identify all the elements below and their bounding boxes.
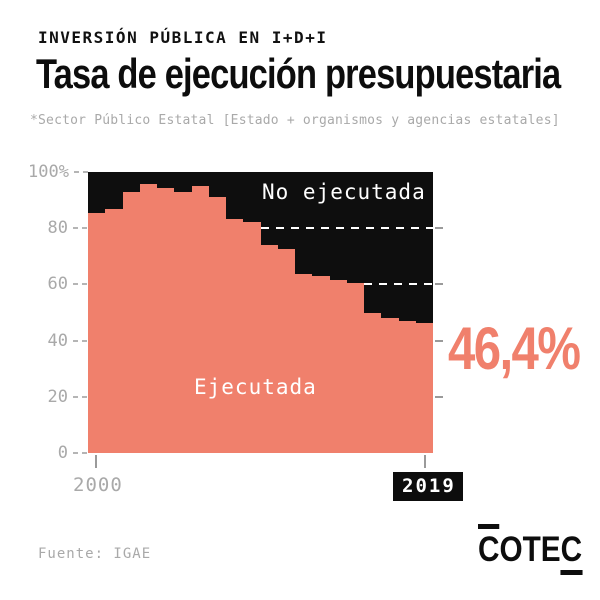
bar-2019 [415, 322, 433, 453]
bar-2006 [191, 185, 209, 453]
x-tick-2000 [95, 455, 97, 468]
y-tick-label: 0 [57, 443, 68, 463]
bar-2004 [157, 188, 175, 453]
y-tick-dash [73, 227, 88, 230]
bar-2003 [139, 184, 157, 453]
bar-2009 [243, 222, 261, 453]
y-tick-dash [73, 452, 88, 454]
y-tick-60: 60 [28, 274, 88, 295]
page-subtitle: *Sector Público Estatal [Estado + organi… [30, 113, 560, 128]
y-tick-label: 80 [47, 218, 68, 239]
label-ejecutada: Ejecutada [194, 375, 317, 399]
label-no-ejecutada: No ejecutada [262, 180, 426, 204]
y-tick-dash [73, 395, 88, 398]
logo-letter-c-underline: C [560, 530, 583, 575]
eyebrow-label: INVERSIÓN PÚBLICA EN I+D+I [38, 28, 328, 47]
source-label: Fuente: IGAE [38, 546, 152, 562]
y-tick-dash [73, 283, 88, 286]
bar-2014 [329, 280, 347, 453]
gridline-80 [260, 227, 433, 230]
right-tick-60 [435, 283, 443, 286]
page-title: Tasa de ejecución presupuestaria [36, 50, 561, 97]
y-tick-label: 40 [47, 330, 68, 351]
y-tick-label: 20 [47, 386, 68, 407]
right-tick-40 [435, 339, 443, 342]
cotec-logo: COTEC [478, 524, 583, 575]
bar-2007 [208, 197, 226, 453]
bar-2001 [105, 209, 123, 453]
right-tick-20 [435, 395, 443, 398]
plot-area: No ejecutada Ejecutada [88, 172, 433, 453]
x-tick-2019 [424, 455, 426, 468]
gridline-60 [364, 283, 433, 286]
y-tick-dash [73, 171, 88, 173]
bar-2008 [226, 218, 244, 453]
y-tick-80: 80 [28, 218, 88, 239]
bar-2005 [174, 192, 192, 453]
right-tick-80 [435, 227, 443, 230]
y-tick-40: 40 [28, 330, 88, 351]
y-tick-0: 0 [28, 443, 88, 463]
y-tick-label: 100% [28, 162, 69, 182]
callout-value: 46,4% [448, 315, 581, 382]
bar-2011 [277, 249, 295, 453]
x-label-2000: 2000 [73, 474, 123, 496]
y-tick-100: 100% [28, 162, 88, 182]
bar-2012 [295, 274, 313, 453]
logo-letter-c-overline: C [478, 524, 500, 570]
bar-2017 [381, 317, 399, 453]
logo-letters-ote: OTE [499, 530, 561, 569]
bar-2016 [364, 312, 382, 453]
bar-2010 [260, 244, 278, 453]
bar-2013 [312, 275, 330, 453]
y-tick-20: 20 [28, 386, 88, 407]
bar-2015 [346, 283, 364, 453]
y-tick-dash [73, 339, 88, 342]
y-tick-label: 60 [47, 274, 68, 295]
x-label-2019-badge: 2019 [393, 472, 463, 501]
bar-2002 [122, 192, 140, 453]
bar-2018 [398, 321, 416, 453]
bar-2000 [88, 213, 106, 453]
